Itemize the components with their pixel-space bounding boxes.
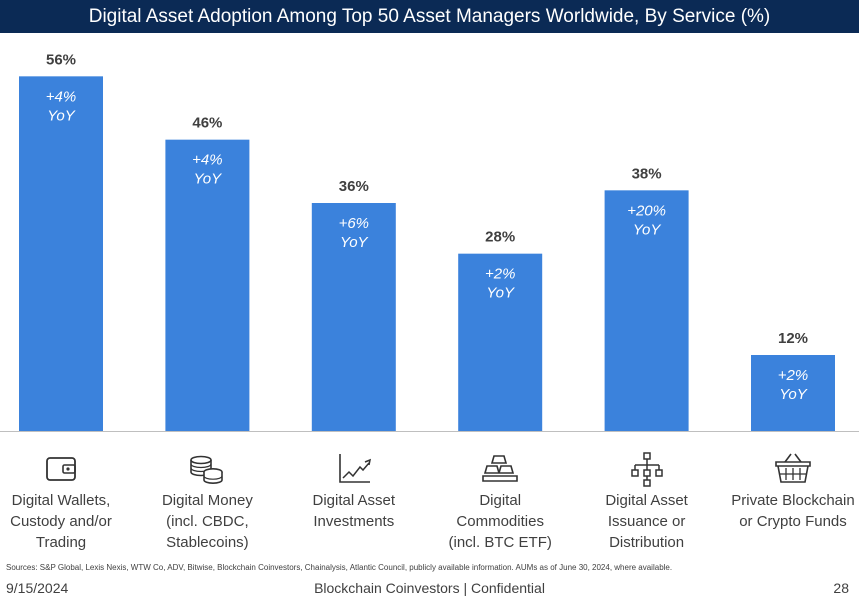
wallet-icon <box>0 450 134 488</box>
category-label: Digital Asset Investments <box>281 490 427 532</box>
category-label-line: Custody and/or <box>10 513 112 530</box>
bar <box>165 139 250 431</box>
category-label-line: Digital Wallets, <box>11 492 111 509</box>
value-label: 46% <box>192 115 222 132</box>
category-1: Digital Wallets, Custody and/or Trading <box>0 450 134 553</box>
yoy-label: +20% <box>627 202 666 219</box>
category-label: Digital Commodities (incl. BTC ETF) <box>427 490 573 553</box>
sources-note: Sources: S&P Global, Lexis Nexis, WTW Co… <box>6 563 673 572</box>
chart-title: Digital Asset Adoption Among Top 50 Asse… <box>0 0 859 33</box>
category-label-line: Stablecoins) <box>166 534 249 551</box>
yoy-label: YoY <box>340 234 369 251</box>
value-label: 12% <box>778 330 808 347</box>
category-label-line: Digital Money <box>161 492 253 509</box>
category-2: Digital Money (incl. CBDC, Stablecoins) <box>134 450 280 553</box>
category-label-line: or Crypto Funds <box>739 513 847 530</box>
category-label-line: Digital Asset <box>312 492 396 509</box>
category-3: Digital Asset Investments <box>281 450 427 532</box>
yoy-label: YoY <box>486 285 515 302</box>
category-label: Digital Money (incl. CBDC, Stablecoins) <box>134 490 280 553</box>
value-label: 56% <box>46 51 76 68</box>
yoy-label: +4% <box>192 152 222 169</box>
yoy-label: YoY <box>47 107 76 124</box>
bar-chart: 56% +4% YoY 46% +4% YoY 36% +6% YoY 28% +2% YoY 38% +… <box>0 51 859 432</box>
category-label-line: Digital Asset <box>605 492 688 509</box>
trend-chart-icon <box>281 450 427 488</box>
yoy-label: +6% <box>339 215 369 232</box>
value-label: 28% <box>485 229 515 246</box>
bar <box>311 203 396 431</box>
bar <box>458 253 543 431</box>
coins-icon <box>134 450 280 488</box>
category-label-line: Issuance or <box>607 513 686 530</box>
category-label: Private Blockchain or Crypto Funds <box>720 490 859 532</box>
category-label-line: (incl. BTC ETF) <box>448 534 552 551</box>
yoy-label: +2% <box>485 266 515 283</box>
category-label-line: (incl. CBDC, <box>166 513 249 530</box>
value-label: 38% <box>632 165 662 182</box>
category-label-line: Trading <box>35 534 87 551</box>
yoy-label: YoY <box>779 386 808 403</box>
page-number: 28 <box>833 580 849 596</box>
bar <box>604 190 689 431</box>
bar <box>19 76 103 432</box>
basket-icon <box>720 450 859 488</box>
category-label-line: Digital <box>479 492 522 509</box>
yoy-label: YoY <box>194 171 223 188</box>
yoy-label: +4% <box>46 88 76 105</box>
category-label-line: Investments <box>313 513 395 530</box>
footer-date: 9/15/2024 <box>6 580 69 596</box>
category-4: Digital Commodities (incl. BTC ETF) <box>427 450 573 553</box>
footer-confidential: Blockchain Coinvestors | Confidential <box>314 580 545 596</box>
category-6: Private Blockchain or Crypto Funds <box>720 450 859 532</box>
category-label: Digital Wallets, Custody and/or Trading <box>0 490 134 553</box>
hierarchy-icon <box>574 450 720 488</box>
gold-bars-icon <box>427 450 573 488</box>
value-label: 36% <box>339 178 369 195</box>
category-label-line: Commodities <box>456 513 544 530</box>
bar <box>751 355 835 431</box>
category-label: Digital Asset Issuance or Distribution <box>574 490 720 553</box>
category-label-line: Distribution <box>609 534 685 551</box>
category-label-line: Private Blockchain <box>731 492 855 509</box>
category-5: Digital Asset Issuance or Distribution <box>574 450 720 553</box>
yoy-label: +2% <box>778 367 808 384</box>
yoy-label: YoY <box>633 221 662 238</box>
